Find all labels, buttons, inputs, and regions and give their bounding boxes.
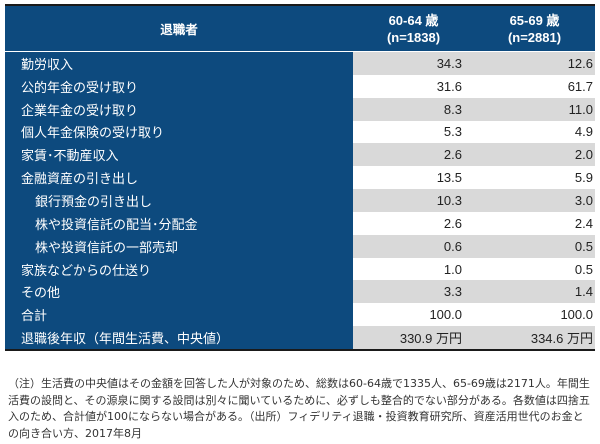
row-value: 5.3: [353, 120, 474, 144]
header-age: 65-69 歳: [509, 12, 560, 28]
row-value: 5.9: [474, 166, 595, 190]
income-table: 退職者 60-64 歳 (n=1838) 65-69 歳 (n=2881) 勤労…: [5, 4, 595, 351]
table-row: 勤労収入 34.3 12.6: [5, 52, 595, 75]
table-row: 公的年金の受け取り 31.6 61.7: [5, 74, 595, 98]
table-row: 銀行預金の引き出し 10.3 3.0: [5, 189, 595, 212]
table-header: 退職者 60-64 歳 (n=1838) 65-69 歳 (n=2881): [5, 6, 595, 52]
row-value: 330.9 万円: [353, 326, 474, 349]
row-label: 合計: [5, 303, 353, 327]
table-row: 株や投資信託の一部売却 0.6 0.5: [5, 234, 595, 258]
row-value: 61.7: [474, 74, 595, 98]
row-label: 家賃･不動産収入: [5, 143, 353, 167]
row-value: 2.6: [353, 143, 474, 167]
footnote: （注）生活費の中央値はその金額を回答した人が対象のため、総数は60-64歳で13…: [8, 377, 590, 440]
row-label: 家族などからの仕送り: [5, 257, 353, 281]
table-row: 合計 100.0 100.0: [5, 303, 595, 327]
row-label: 企業年金の受け取り: [5, 97, 353, 121]
row-value: 0.5: [474, 257, 595, 281]
row-value: 100.0: [353, 303, 474, 327]
row-value: 10.3: [353, 189, 474, 212]
header-age: 60-64 歳: [388, 12, 439, 28]
row-value: 100.0: [474, 303, 595, 327]
row-value: 334.6 万円: [474, 326, 595, 349]
row-label: 勤労収入: [5, 52, 353, 75]
row-value: 1.4: [474, 280, 595, 304]
row-value: 11.0: [474, 97, 595, 121]
row-value: 2.4: [474, 211, 595, 235]
header-n: (n=2881): [507, 29, 562, 45]
row-value: 8.3: [353, 97, 474, 121]
row-value: 31.6: [353, 74, 474, 98]
table-row: 企業年金の受け取り 8.3 11.0: [5, 97, 595, 121]
table-row: 個人年金保険の受け取り 5.3 4.9: [5, 120, 595, 144]
row-value: 13.5: [353, 166, 474, 190]
table-row: 金融資産の引き出し 13.5 5.9: [5, 166, 595, 190]
header-n: (n=1838): [386, 29, 441, 45]
row-value: 3.0: [474, 189, 595, 212]
table-row: 家族などからの仕送り 1.0 0.5: [5, 257, 595, 281]
header-retirees: 退職者: [160, 22, 198, 37]
table-row: その他 3.3 1.4: [5, 280, 595, 304]
row-label: 個人年金保険の受け取り: [5, 120, 353, 144]
table-row: 退職後年収（年間生活費、中央値） 330.9 万円 334.6 万円: [5, 326, 595, 349]
row-label: 公的年金の受け取り: [5, 74, 353, 98]
table-row: 株や投資信託の配当･分配金 2.6 2.4: [5, 211, 595, 235]
row-value: 3.3: [353, 280, 474, 304]
row-value: 34.3: [353, 52, 474, 75]
header-col-60-64: 60-64 歳 (n=1838): [353, 6, 474, 51]
row-label: 退職後年収（年間生活費、中央値）: [5, 326, 353, 349]
row-value: 12.6: [474, 52, 595, 75]
row-value: 4.9: [474, 120, 595, 144]
row-label: 株や投資信託の配当･分配金: [5, 211, 353, 235]
row-value: 0.6: [353, 234, 474, 258]
row-label: 銀行預金の引き出し: [5, 189, 353, 212]
row-label: 株や投資信託の一部売却: [5, 234, 353, 258]
header-col-65-69: 65-69 歳 (n=2881): [474, 6, 595, 51]
row-value: 2.6: [353, 211, 474, 235]
row-label: 金融資産の引き出し: [5, 166, 353, 190]
table-row: 家賃･不動産収入 2.6 2.0: [5, 143, 595, 167]
row-value: 0.5: [474, 234, 595, 258]
row-value: 2.0: [474, 143, 595, 167]
row-value: 1.0: [353, 257, 474, 281]
row-label: その他: [5, 280, 353, 304]
